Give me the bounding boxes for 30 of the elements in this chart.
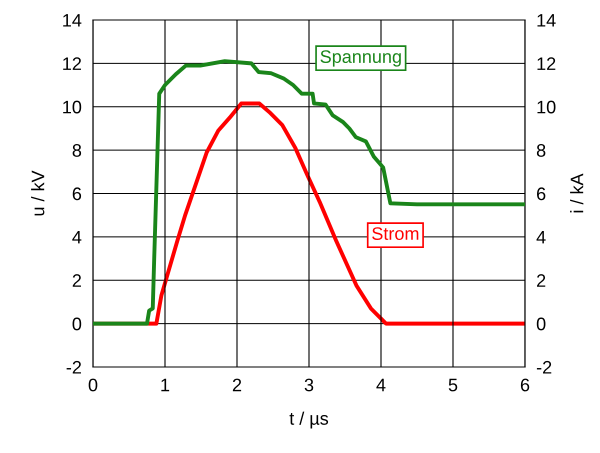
y2-tick-label: 10: [537, 100, 556, 114]
series-label: Spannung: [320, 50, 401, 67]
x-tick-label: 1: [161, 378, 170, 392]
series-label: Strom: [372, 227, 418, 240]
y-tick-label: 14: [63, 14, 82, 27]
x-tick-label: 6: [520, 378, 530, 392]
x-tick-label: 0: [88, 378, 98, 392]
y-tick-label: 0: [72, 318, 82, 330]
x-tick-label: 4: [376, 378, 386, 392]
y-axis-title: u / kV: [31, 170, 44, 216]
y2-tick-label: -2: [536, 360, 552, 374]
x-axis-title: t / µs: [290, 412, 328, 428]
y2-axis-title: i / kA: [570, 173, 584, 212]
y2-tick-label: 6: [537, 187, 546, 200]
y-tick-label: 2: [72, 274, 81, 287]
y2-tick-label: 0: [536, 318, 546, 330]
y2-tick-label: 2: [537, 274, 546, 287]
y-tick-label: 10: [63, 100, 82, 114]
y2-tick-label: 8: [536, 144, 546, 157]
y-tick-label: 12: [63, 57, 81, 70]
x-tick-label: 2: [232, 378, 242, 392]
y2-tick-label: 14: [537, 14, 556, 27]
y-tick-label: -2: [66, 360, 81, 374]
x-tick-label: 3: [304, 378, 314, 392]
x-tick-label: 5: [448, 378, 458, 392]
y-tick-label: 4: [72, 230, 82, 244]
y-tick-label: 8: [72, 144, 82, 157]
y2-tick-label: 4: [536, 230, 546, 244]
y-tick-label: 6: [72, 187, 82, 200]
y2-tick-label: 12: [537, 57, 556, 70]
